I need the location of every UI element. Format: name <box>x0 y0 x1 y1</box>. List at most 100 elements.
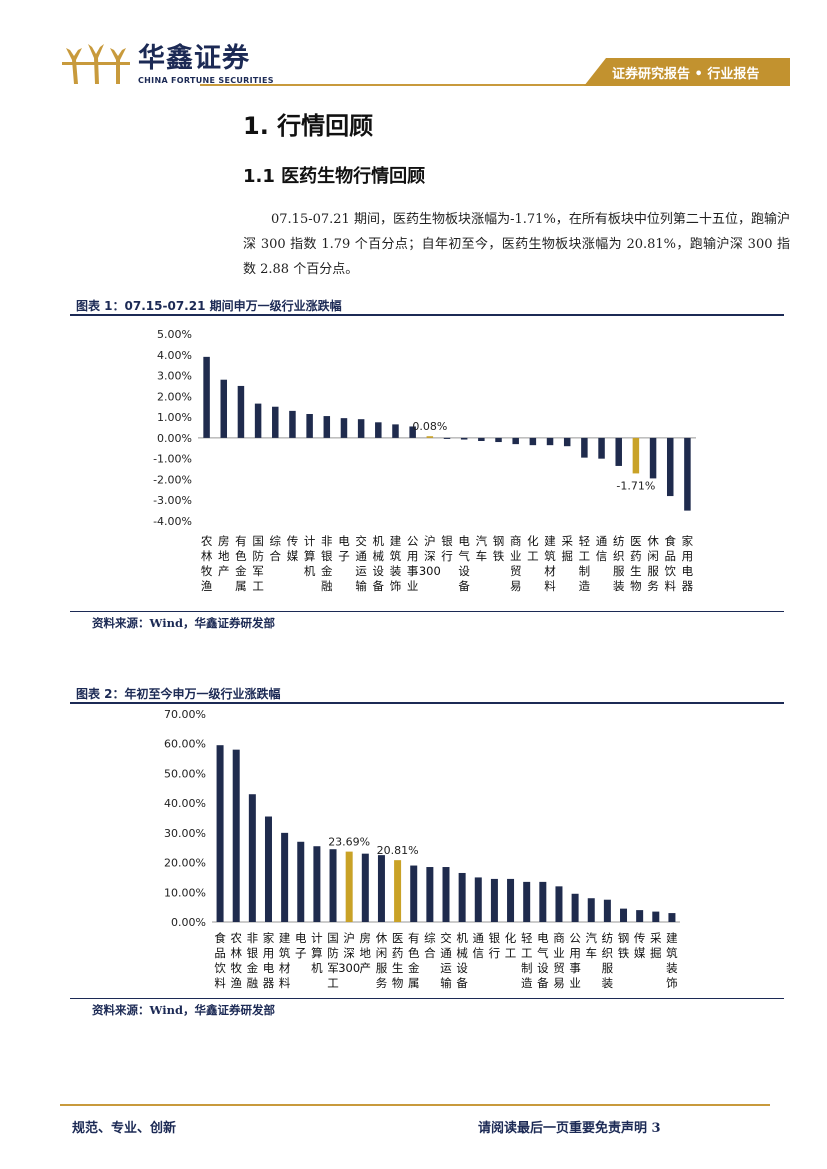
bar <box>313 846 321 922</box>
bar <box>237 385 245 438</box>
y-tick-label: -4.00% <box>153 515 192 528</box>
bar <box>281 832 289 922</box>
category-label: 纺织服装 <box>602 931 614 990</box>
y-tick-label: 30.00% <box>164 827 206 840</box>
category-label: 通信 <box>473 931 485 960</box>
category-label: 通信 <box>596 534 608 563</box>
bar <box>426 436 434 438</box>
figure-2-source: 资料来源：Wind，华鑫证券研发部 <box>92 1003 275 1017</box>
category-label: 建筑材料 <box>544 534 556 593</box>
y-tick-label: 60.00% <box>164 738 206 751</box>
category-label: 机械设备 <box>373 534 385 593</box>
report-tag-banner <box>584 58 790 86</box>
category-label: 建筑装饰 <box>390 534 402 593</box>
category-label: 采掘 <box>650 931 662 960</box>
figure-2-caption: 图表 2：年初至今申万一级行业涨跌幅 <box>76 687 281 701</box>
bar <box>636 910 644 922</box>
bar <box>377 855 385 922</box>
category-label: 机械设备 <box>456 931 468 990</box>
figure-2-bar-chart: 70.00% 60.00% 50.00% 40.00% 30.00% 20.00% 10.0… <box>164 708 680 990</box>
bar <box>474 877 482 922</box>
bar <box>460 437 468 440</box>
logo-icon <box>62 44 130 84</box>
bar <box>345 851 353 922</box>
category-label: 食品饮料 <box>214 931 226 990</box>
y-tick-label: -3.00% <box>153 494 192 507</box>
category-label: 建筑材料 <box>279 931 291 990</box>
bar <box>539 881 547 922</box>
category-label: 传媒 <box>634 931 646 960</box>
data-label: 23.69% <box>328 836 370 849</box>
bar <box>357 419 365 438</box>
bar <box>220 379 228 438</box>
category-label: 采掘 <box>561 534 573 563</box>
bar <box>458 872 466 922</box>
bar <box>203 356 210 438</box>
bar <box>232 749 240 922</box>
bar <box>587 898 595 922</box>
bar <box>495 437 502 443</box>
figure-1-bar-chart: 5.00% 4.00% 3.00% 2.00% 1.00% 0.00% -1.00% -2.0… <box>153 328 696 593</box>
logo-text-cn: 华鑫证券 <box>138 43 250 74</box>
y-tick-label: 3.00% <box>157 370 192 383</box>
header-rule <box>200 84 790 86</box>
bar <box>615 437 622 466</box>
category-label: 农林牧渔 <box>201 534 213 593</box>
y-tick-label: 4.00% <box>157 349 192 362</box>
bar <box>555 886 563 922</box>
y-tick-label: 20.00% <box>164 857 206 870</box>
bar <box>512 437 519 445</box>
category-label: 沪深 300 <box>338 931 360 975</box>
category-label: 医药生物 <box>392 931 404 990</box>
bar <box>409 426 416 438</box>
bar <box>581 437 588 458</box>
bar <box>571 893 579 922</box>
bar <box>392 424 399 438</box>
category-label: 有色金属 <box>408 931 420 990</box>
category-label: 钢铁 <box>618 931 630 960</box>
bar <box>598 437 605 459</box>
y-tick-label: 0.00% <box>157 432 192 445</box>
bar <box>620 908 628 922</box>
category-label: 交通运输 <box>440 931 452 990</box>
category-label: 国防军工 <box>252 534 264 593</box>
bar <box>248 794 256 922</box>
bar <box>652 911 660 922</box>
bar <box>668 913 676 922</box>
bar <box>490 878 498 922</box>
report-tag: 证券研究报告 • 行业报告 <box>612 67 760 82</box>
category-label: 化工 <box>505 931 517 960</box>
bar <box>529 437 537 446</box>
category-label: 非银金融 <box>321 534 333 593</box>
bar <box>297 841 305 922</box>
bar <box>478 437 485 442</box>
y-tick-label: 70.00% <box>164 708 206 721</box>
category-label: 银行 <box>489 931 501 960</box>
bar <box>340 418 348 438</box>
bar <box>546 437 554 446</box>
category-label: 电气设备 <box>537 931 549 990</box>
bar <box>442 867 450 922</box>
y-tick-label: 0.00% <box>171 916 206 929</box>
category-label: 汽车 <box>585 931 597 960</box>
bar <box>563 437 571 447</box>
bar <box>507 878 515 922</box>
y-tick-label: 50.00% <box>164 767 206 780</box>
category-label: 休闲服务 <box>376 931 388 990</box>
data-label: -1.71% <box>616 479 655 492</box>
category-label: 休闲服务 <box>647 534 659 593</box>
category-label: 传媒 <box>287 534 299 563</box>
bar <box>649 437 657 479</box>
bar <box>254 403 262 438</box>
bar <box>306 413 313 438</box>
category-label: 轻工制造 <box>579 534 591 593</box>
figure-2-top-rule <box>70 702 784 704</box>
y-tick-label: 2.00% <box>157 390 192 403</box>
category-label: 综合 <box>424 931 436 960</box>
y-tick-label: -1.00% <box>153 453 192 466</box>
category-label: 非银金融 <box>247 931 259 990</box>
bar <box>272 406 279 438</box>
bar <box>361 853 369 922</box>
section-title: 1. 行情回顾 <box>243 112 374 140</box>
bar <box>329 849 337 922</box>
